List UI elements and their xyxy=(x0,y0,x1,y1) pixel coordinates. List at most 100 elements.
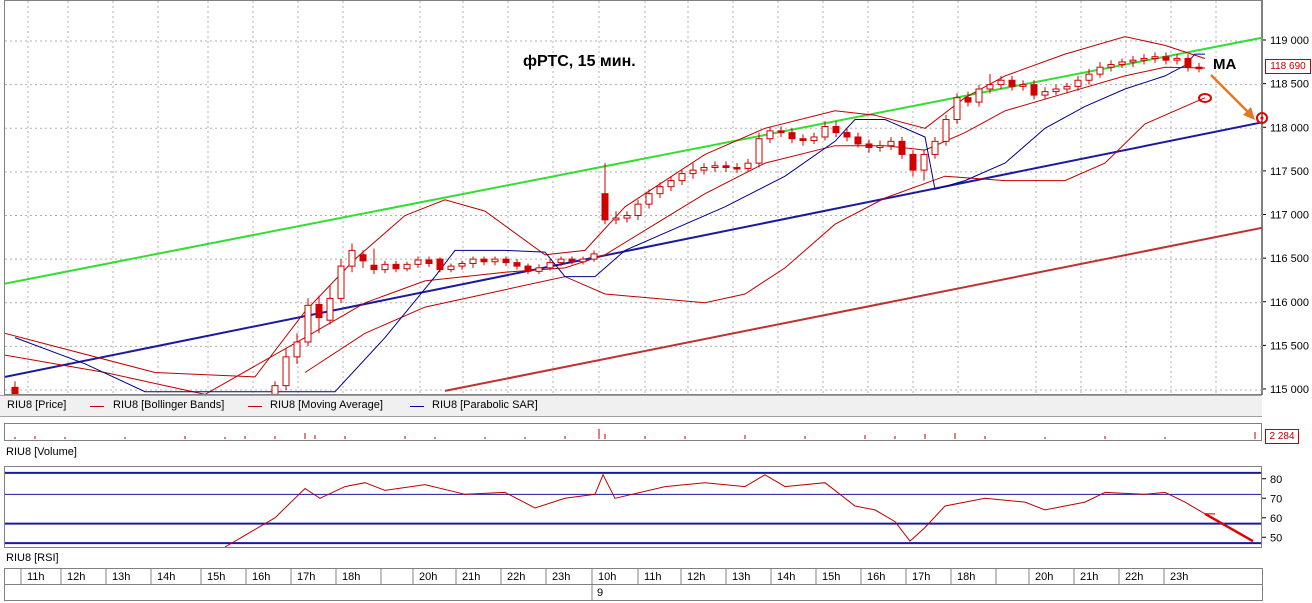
rsi-line xyxy=(224,473,1215,547)
time-label-16: 13h xyxy=(732,571,750,583)
legend-price: RIU8 [Price] xyxy=(7,399,67,411)
price-tick-label-1: 118 500 xyxy=(1270,79,1309,91)
candle-body-79 xyxy=(1129,59,1137,63)
candle-body-75 xyxy=(1085,73,1093,81)
candle-body-46 xyxy=(766,130,774,140)
candle-body-31 xyxy=(601,193,609,221)
candle-body-26 xyxy=(546,262,554,269)
candle-body-56 xyxy=(876,145,884,148)
candle-body-16 xyxy=(436,258,444,271)
candle-body-54 xyxy=(854,136,862,145)
candle-body-2 xyxy=(282,356,290,387)
candle-body-23 xyxy=(513,262,521,267)
candle-body-30 xyxy=(590,253,598,260)
candle-body-72 xyxy=(1052,88,1060,93)
candle-body-76 xyxy=(1096,66,1104,75)
candle-body-83 xyxy=(1173,57,1181,61)
candle-body-53 xyxy=(843,132,851,138)
bollinger-lower xyxy=(304,97,1206,373)
candle-body-13 xyxy=(403,263,411,270)
candle-body-34 xyxy=(634,203,642,217)
time-label-17: 14h xyxy=(777,571,795,583)
rsi-svg xyxy=(5,471,1261,547)
candle-body-9 xyxy=(359,254,367,262)
legend-bollinger: RIU8 [Bollinger Bands] xyxy=(113,399,225,411)
candle-body-61 xyxy=(931,140,939,155)
candle-body-85 xyxy=(1195,66,1203,70)
price-tick-label-6: 116 000 xyxy=(1270,297,1309,309)
candle-body-40 xyxy=(700,167,708,171)
candle-body-45 xyxy=(755,138,763,164)
candle-body-84 xyxy=(1184,57,1192,68)
candle-body-6 xyxy=(326,297,334,321)
candle-body-24 xyxy=(524,265,532,272)
rsi-tick-label-0: 80 xyxy=(1270,474,1282,486)
candle-body-74 xyxy=(1074,79,1082,87)
chart-title: фРТС, 15 мин. xyxy=(523,53,636,70)
time-label-21: 18h xyxy=(957,571,975,583)
price-tick-label-8: 115 000 xyxy=(1270,384,1309,395)
candle-body-65 xyxy=(975,88,983,103)
candle-body-82 xyxy=(1162,56,1170,61)
candle-body-49 xyxy=(799,138,807,141)
candle-body-57 xyxy=(887,140,895,147)
rsi-circle-marker xyxy=(1198,93,1212,103)
candle-body-11 xyxy=(381,263,389,271)
rsi-axis: 80 70 60 50 xyxy=(1262,474,1282,544)
candle-body-69 xyxy=(1019,84,1027,87)
time-label-10: 21h xyxy=(462,571,480,583)
legend-moving-average: RIU8 [Moving Average] xyxy=(270,399,383,411)
price-chart-panel[interactable]: фРТС, 15 мин. MA xyxy=(4,0,1263,395)
candle-body-25 xyxy=(535,267,543,272)
volume-panel[interactable] xyxy=(4,423,1262,441)
legend-parabolic-sar: RIU8 [Parabolic SAR] xyxy=(432,399,538,411)
candle-body-66 xyxy=(986,84,994,90)
rsi-tick-label-2: 60 xyxy=(1270,513,1282,525)
candle-body-10 xyxy=(370,264,378,271)
time-axis: 11h 12h 13h 14h 15h 16h 17h 18h 20h 21h 22h 23h 10h 1… xyxy=(4,568,1263,601)
price-axis: 119 000 118 500 118 000 117 500 117 000 116 5… xyxy=(1262,0,1309,395)
candle-body-12 xyxy=(392,263,400,270)
volume-svg xyxy=(14,429,1256,439)
candle-body-39 xyxy=(689,169,697,175)
time-label-1: 12h xyxy=(67,571,85,583)
candle-body-47 xyxy=(777,130,785,134)
candle-body-15 xyxy=(425,259,433,264)
candle-body-77 xyxy=(1107,64,1115,68)
time-label-24: 21h xyxy=(1080,571,1098,583)
legend-line-bb xyxy=(90,406,104,407)
candle-body-37 xyxy=(667,180,675,188)
volume-label: RIU8 [Volume] xyxy=(6,446,77,458)
candle-body-4 xyxy=(304,304,312,343)
time-label-2: 13h xyxy=(112,571,130,583)
candle-body-14 xyxy=(414,259,422,265)
legend-line-ma xyxy=(248,406,262,407)
time-label-3: 14h xyxy=(157,571,175,583)
candle-body-80 xyxy=(1140,57,1148,61)
candle-body-67 xyxy=(997,79,1005,86)
candle-body-51 xyxy=(821,126,829,138)
time-label-18: 15h xyxy=(822,571,840,583)
time-label-5: 16h xyxy=(252,571,270,583)
rsi-trend-arrow xyxy=(1204,512,1254,543)
time-label-13: 10h xyxy=(598,571,616,583)
candle-body-64 xyxy=(964,97,972,103)
candle-body-22 xyxy=(502,258,510,264)
candle-body-62 xyxy=(942,119,950,142)
time-label-15: 12h xyxy=(687,571,705,583)
rsi-panel[interactable] xyxy=(4,466,1262,548)
candle-body-17 xyxy=(447,265,455,271)
ma-arrow xyxy=(1210,74,1252,116)
price-tick-label-0: 119 000 xyxy=(1270,35,1309,47)
candle-body-55 xyxy=(865,143,873,148)
time-label-23: 20h xyxy=(1035,571,1053,583)
time-label-19: 16h xyxy=(867,571,885,583)
day-label: 9 xyxy=(597,587,603,599)
price-tick-label-3: 117 500 xyxy=(1270,166,1309,178)
time-label-11: 22h xyxy=(507,571,525,583)
candle-body-81 xyxy=(1151,56,1159,59)
candle-body-43 xyxy=(733,167,741,170)
candle-body-38 xyxy=(678,173,686,182)
moving-average-line xyxy=(5,66,1206,394)
time-label-25: 22h xyxy=(1125,571,1143,583)
